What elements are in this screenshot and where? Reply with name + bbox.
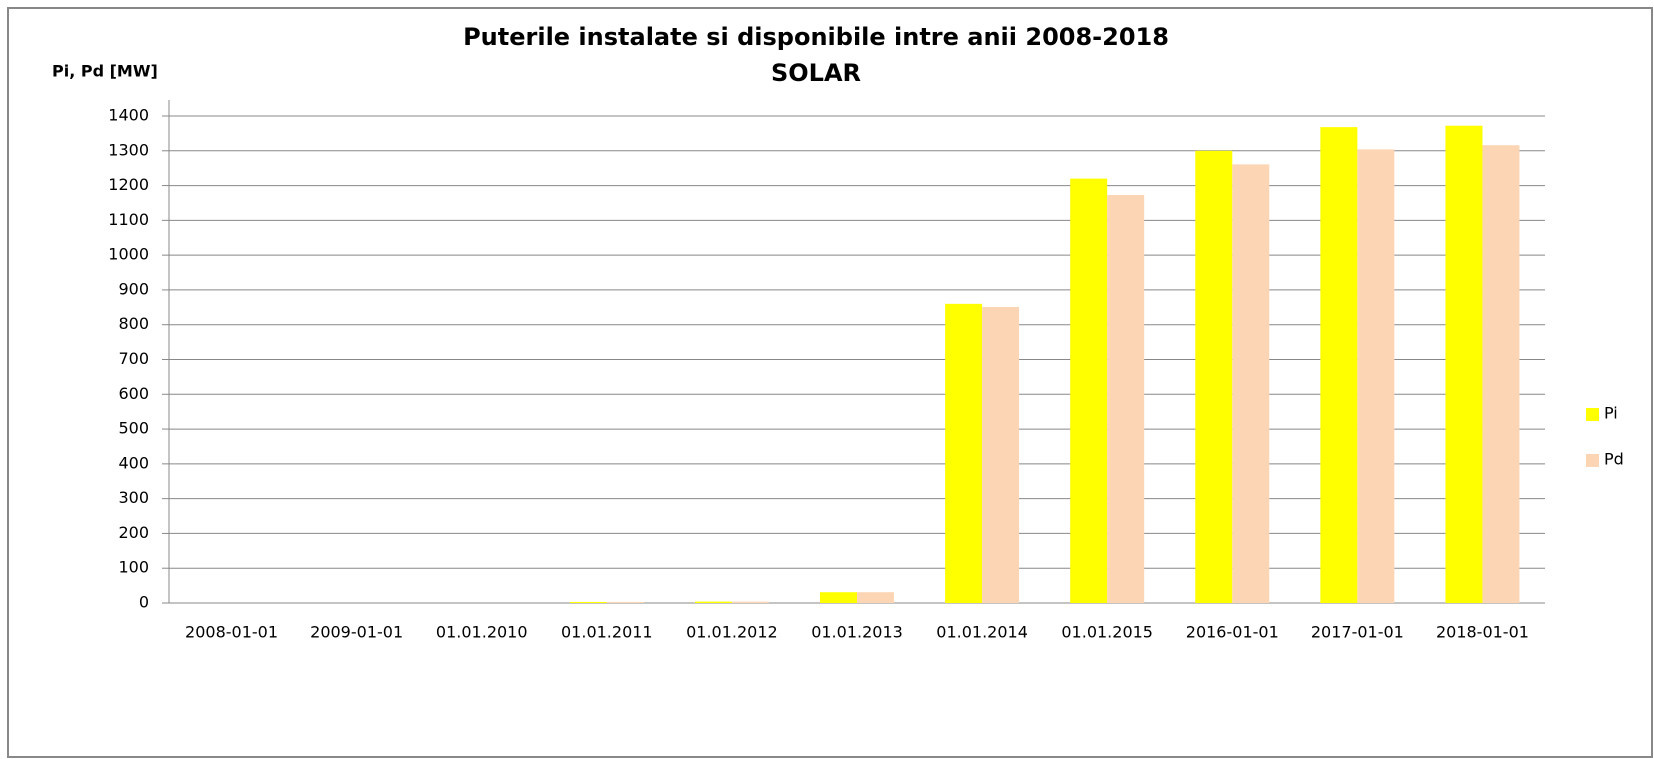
- y-tick-label: 1200: [108, 175, 149, 194]
- bar: [1445, 125, 1483, 604]
- bar: [1107, 194, 1145, 604]
- y-tick-label: 600: [118, 384, 149, 403]
- legend-swatch: [1586, 454, 1599, 467]
- x-tick-label: 2016-01-01: [1186, 623, 1279, 642]
- bar: [820, 592, 857, 603]
- y-tick-label: 800: [118, 314, 149, 333]
- bar: [857, 592, 894, 603]
- bar: [1320, 127, 1358, 603]
- x-tick-label: 2017-01-01: [1311, 623, 1404, 642]
- x-tick-label: 2018-01-01: [1436, 623, 1529, 642]
- bar: [1232, 164, 1270, 603]
- x-tick-label: 01.01.2010: [436, 623, 528, 642]
- y-tick-label: 1300: [108, 140, 149, 159]
- bar: [982, 306, 1020, 603]
- y-tick-label: 300: [118, 488, 149, 507]
- x-tick-label: 01.01.2014: [936, 623, 1028, 642]
- y-tick-label: 900: [118, 279, 149, 298]
- y-tick-label: 1000: [108, 245, 149, 264]
- x-tick-label: 01.01.2012: [686, 623, 778, 642]
- bar: [1357, 149, 1395, 603]
- legend-label: Pi: [1604, 404, 1618, 423]
- bar: [1070, 178, 1108, 603]
- bar: [694, 601, 732, 603]
- bar: [731, 601, 769, 603]
- bar: [1482, 145, 1520, 603]
- x-tick-label: 2009-01-01: [310, 623, 403, 642]
- y-tick-label: 100: [118, 558, 149, 577]
- legend-swatch: [1586, 408, 1599, 421]
- y-axis-label: Pi, Pd [MW]: [52, 62, 158, 81]
- chart-border: [7, 7, 1653, 758]
- x-tick-label: 01.01.2013: [811, 623, 903, 642]
- x-tick-label: 01.01.2011: [561, 623, 653, 642]
- y-tick-label: 500: [118, 419, 149, 438]
- y-tick-label: 700: [118, 349, 149, 368]
- y-tick-label: 1100: [108, 210, 149, 229]
- x-tick-label: 2008-01-01: [185, 623, 278, 642]
- chart-title: Puterile instalate si disponibile intre …: [463, 23, 1169, 51]
- bar: [569, 601, 607, 603]
- y-tick-label: 0: [139, 593, 149, 612]
- bar: [1195, 150, 1233, 604]
- x-tick-label: 01.01.2015: [1061, 623, 1153, 642]
- bar: [606, 601, 644, 603]
- y-tick-label: 1400: [108, 106, 149, 125]
- y-tick-label: 400: [118, 453, 149, 472]
- chart-subtitle: SOLAR: [771, 59, 861, 87]
- legend-label: Pd: [1604, 450, 1624, 469]
- y-tick-label: 200: [118, 523, 149, 542]
- bar: [945, 303, 983, 603]
